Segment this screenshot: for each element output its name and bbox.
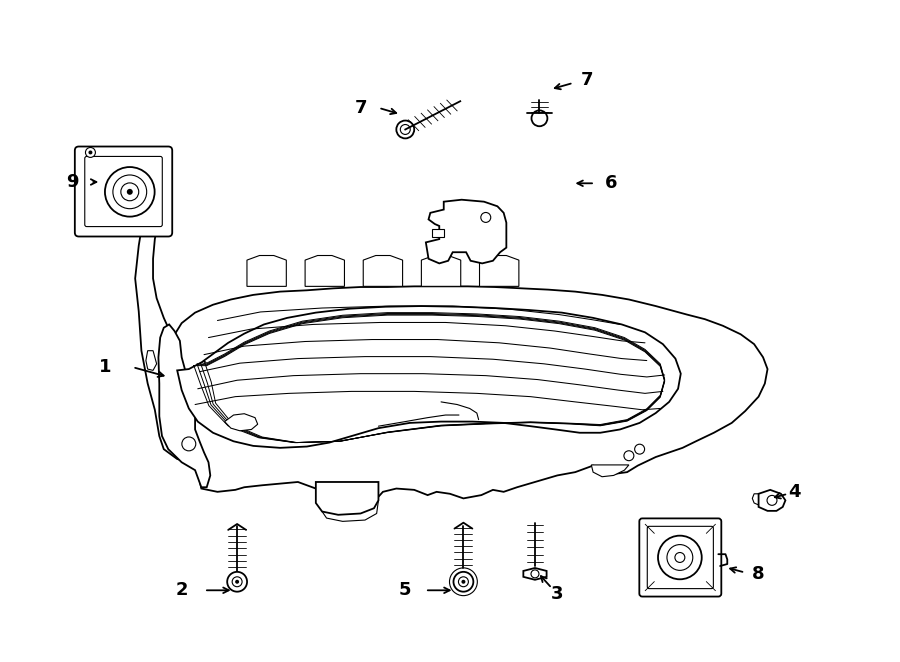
Circle shape (105, 167, 155, 216)
Polygon shape (421, 256, 461, 287)
Circle shape (634, 444, 644, 454)
Text: 8: 8 (752, 565, 765, 583)
Circle shape (400, 124, 410, 134)
Circle shape (121, 183, 139, 201)
Polygon shape (591, 465, 629, 477)
Text: 3: 3 (551, 585, 563, 602)
Circle shape (127, 189, 133, 195)
Circle shape (462, 580, 465, 584)
FancyBboxPatch shape (639, 518, 721, 596)
Circle shape (624, 451, 634, 461)
Text: 5: 5 (399, 581, 411, 599)
Text: 6: 6 (605, 174, 617, 192)
Circle shape (86, 148, 95, 158)
Text: 4: 4 (788, 483, 801, 501)
Polygon shape (177, 306, 680, 448)
Polygon shape (432, 229, 444, 237)
Circle shape (227, 572, 248, 592)
Circle shape (182, 437, 196, 451)
Polygon shape (364, 256, 402, 287)
Polygon shape (480, 256, 519, 287)
FancyBboxPatch shape (85, 156, 162, 226)
FancyBboxPatch shape (75, 146, 172, 236)
Circle shape (454, 572, 473, 592)
Circle shape (235, 580, 239, 584)
Polygon shape (225, 414, 257, 431)
Polygon shape (305, 256, 345, 287)
Polygon shape (146, 351, 157, 370)
FancyBboxPatch shape (647, 526, 714, 589)
Polygon shape (316, 482, 378, 515)
Circle shape (658, 536, 702, 579)
Polygon shape (158, 324, 211, 487)
Circle shape (232, 577, 242, 587)
Circle shape (532, 111, 547, 126)
Polygon shape (524, 568, 546, 580)
Polygon shape (759, 490, 786, 511)
Circle shape (396, 120, 414, 138)
Circle shape (531, 570, 539, 578)
Circle shape (675, 553, 685, 563)
Text: 7: 7 (580, 71, 593, 89)
Circle shape (458, 577, 468, 587)
Text: 1: 1 (99, 358, 112, 376)
Polygon shape (247, 256, 286, 287)
Text: 7: 7 (355, 99, 367, 117)
Circle shape (667, 545, 693, 571)
Circle shape (112, 175, 147, 209)
Text: 9: 9 (67, 173, 79, 191)
Text: 2: 2 (176, 581, 188, 599)
Polygon shape (135, 229, 768, 507)
Circle shape (767, 495, 777, 505)
Circle shape (88, 150, 93, 154)
Circle shape (481, 213, 491, 222)
Polygon shape (426, 200, 507, 263)
